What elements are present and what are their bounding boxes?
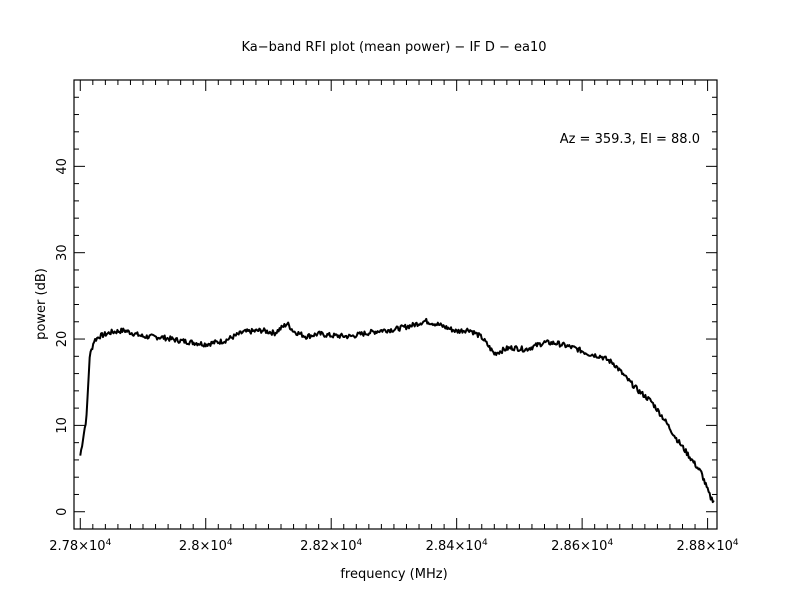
- x-axis-label: frequency (MHz): [340, 567, 447, 582]
- y-tick-label: 0: [55, 508, 70, 516]
- y-axis: 0 10 20 30 40: [55, 79, 717, 516]
- y-tick-label: 20: [55, 331, 70, 348]
- x-tick-label: 2.8×104: [179, 538, 233, 554]
- plot-frame: [73, 79, 718, 530]
- x-tick-label: 2.84×104: [426, 538, 488, 554]
- az-el-annotation: Az = 359.3, El = 88.0: [560, 132, 700, 147]
- chart-title: Ka−band RFI plot (mean power) − IF D − e…: [241, 40, 546, 55]
- x-tick-label: 2.86×104: [551, 538, 613, 554]
- x-axis: 2.78×104 2.8×104 2.82×104 2.84×104 2.86×104 2…: [49, 80, 739, 554]
- y-tick-label: 30: [55, 244, 70, 261]
- y-axis-label: power (dB): [34, 268, 49, 340]
- power-series-line: [79, 317, 715, 504]
- x-tick-label: 2.88×104: [677, 538, 739, 554]
- y-tick-label: 10: [55, 417, 70, 434]
- x-tick-label: 2.82×104: [300, 538, 362, 554]
- x-tick-label: 2.78×104: [49, 538, 111, 554]
- y-tick-label: 40: [55, 158, 70, 175]
